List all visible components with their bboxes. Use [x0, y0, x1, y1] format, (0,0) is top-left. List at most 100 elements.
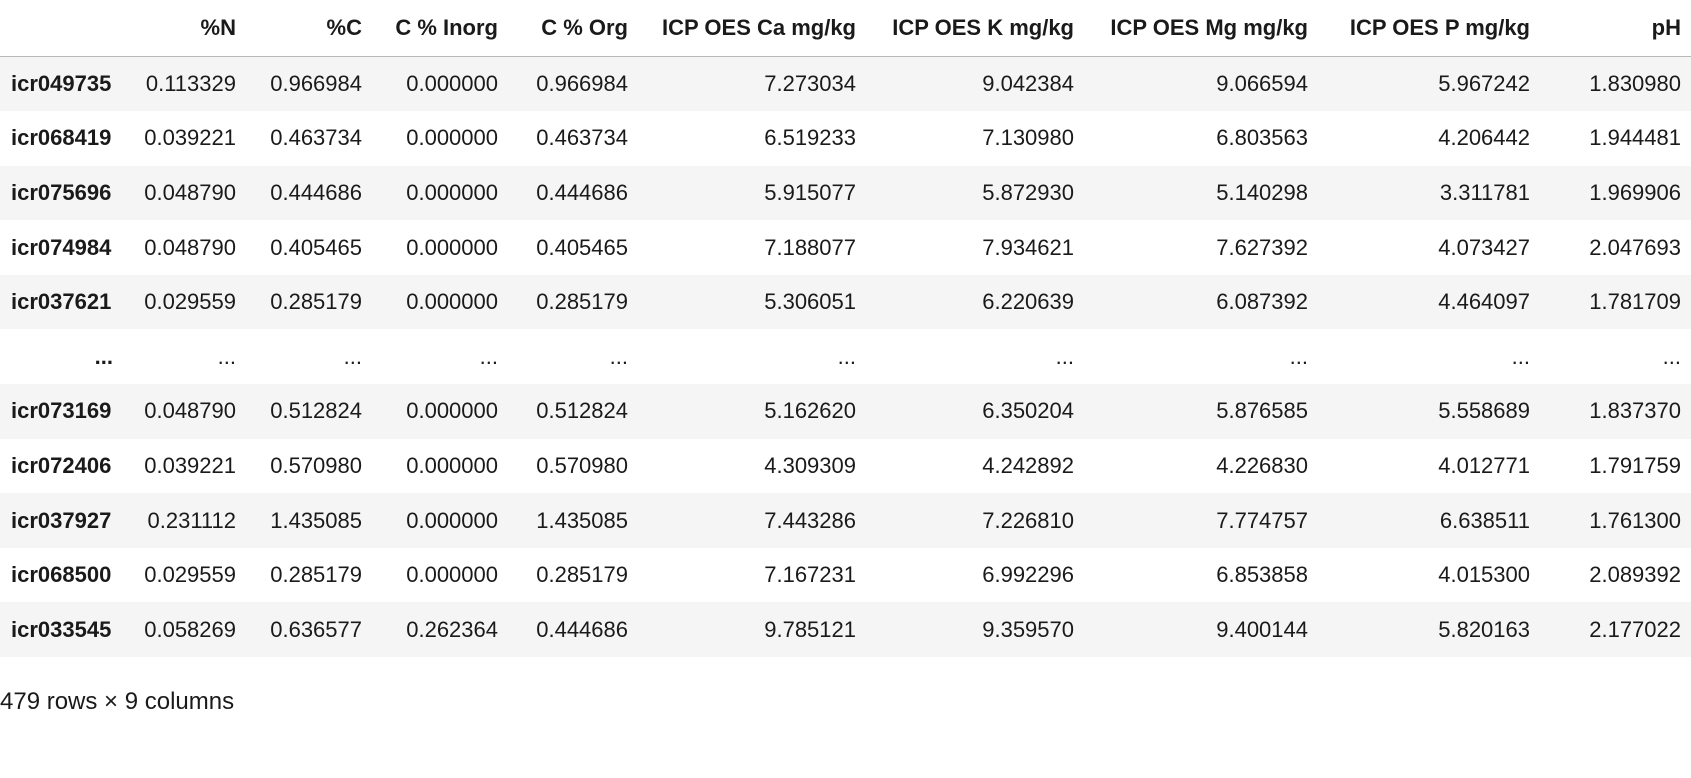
table-cell: 5.820163 — [1438, 616, 1530, 642]
header-c: %C — [246, 0, 372, 57]
table-cell: 5.140298 — [1216, 179, 1308, 205]
table-cell: 6.803563 — [1216, 125, 1308, 151]
table-cell: 5.872930 — [982, 179, 1074, 205]
table-cell: 5.162620 — [764, 398, 856, 424]
table-cell: 4.012771 — [1438, 452, 1530, 478]
table-cell: 0.285179 — [536, 289, 628, 315]
table-row: icr049735 0.113329 0.966984 0.000000 0.96698… — [0, 56, 1691, 112]
table-cell: 0.405465 — [536, 234, 628, 260]
table-cell: ... — [1289, 343, 1308, 369]
header-row: %N %C C % Inorg C % Org ICP OES Ca mg/kg… — [0, 0, 1691, 57]
table-cell: 6.220639 — [982, 289, 1074, 315]
table-cell: 1.944481 — [1589, 125, 1681, 151]
table-cell: ... — [609, 343, 628, 369]
table-cell: 0.039221 — [144, 125, 236, 151]
table-cell: 0.285179 — [270, 562, 362, 588]
table-cell: 0.000000 — [406, 234, 498, 260]
table-cell: 7.627392 — [1216, 234, 1308, 260]
header-index — [0, 0, 126, 57]
table-cell: 4.015300 — [1438, 562, 1530, 588]
table-cell: 0.636577 — [270, 616, 362, 642]
table-cell: 1.781709 — [1589, 289, 1681, 315]
table-body: icr049735 0.113329 0.966984 0.000000 0.96698… — [0, 56, 1691, 658]
table-cell: 1.969906 — [1589, 179, 1681, 205]
table-cell: 4.206442 — [1438, 125, 1530, 151]
table-cell: 4.226830 — [1216, 452, 1308, 478]
table-cell: 5.915077 — [764, 179, 856, 205]
table-row: icr068419 0.039221 0.463734 0.000000 0.46373… — [0, 111, 1691, 166]
table-cell: 9.400144 — [1216, 616, 1308, 642]
table-cell: 4.309309 — [764, 452, 856, 478]
row-index-label: icr037927 — [11, 507, 112, 533]
table-cell: 0.048790 — [144, 398, 236, 424]
table-cell: 0.570980 — [270, 452, 362, 478]
table-cell: 0.262364 — [406, 616, 498, 642]
table-cell: ... — [1511, 343, 1530, 369]
table-cell: 0.463734 — [536, 125, 628, 151]
table-cell: 7.226810 — [982, 507, 1074, 533]
table-cell: 0.039221 — [144, 452, 236, 478]
table-cell: 0.444686 — [536, 616, 628, 642]
table-cell: 1.791759 — [1589, 452, 1681, 478]
table-cell: 0.000000 — [406, 289, 498, 315]
table-cell: 7.167231 — [764, 562, 856, 588]
table-cell: ... — [479, 343, 498, 369]
table-cell: 0.966984 — [536, 71, 628, 97]
table-cell: 0.058269 — [144, 616, 236, 642]
table-row: icr074984 0.048790 0.405465 0.000000 0.40546… — [0, 220, 1691, 275]
table-cell: 0.231112 — [147, 507, 237, 533]
table-cell: 2.089392 — [1589, 562, 1681, 588]
table-cell: 7.443286 — [764, 507, 856, 533]
table-cell: 1.435085 — [536, 507, 628, 533]
row-index-label: icr074984 — [11, 234, 112, 260]
table-cell: 9.066594 — [1216, 71, 1308, 97]
table-cell: 0.285179 — [270, 289, 362, 315]
table-row: icr068500 0.029559 0.285179 0.000000 0.28517… — [0, 547, 1691, 603]
table-cell: 0.113329 — [145, 71, 236, 97]
table-cell: 0.048790 — [144, 179, 236, 205]
table-cell: 6.519233 — [764, 125, 856, 151]
header-c-org: C % Org — [508, 0, 638, 57]
table-cell: 6.087392 — [1216, 289, 1308, 315]
table-cell: 4.464097 — [1438, 289, 1530, 315]
table-cell: 6.992296 — [982, 562, 1074, 588]
table-cell: 5.306051 — [764, 289, 856, 315]
table-cell: 6.350204 — [982, 398, 1074, 424]
table-cell: ... — [343, 343, 362, 369]
table-cell: 7.130980 — [982, 125, 1074, 151]
table-row: icr037621 0.029559 0.285179 0.000000 0.28517… — [0, 274, 1691, 330]
table-row-ellipsis: .............................. — [0, 329, 1691, 385]
row-index-label: icr049735 — [11, 71, 112, 97]
table-cell: 0.000000 — [406, 71, 498, 97]
table-row: icr033545 0.058269 0.636577 0.262364 0.44468… — [0, 602, 1691, 658]
table-row: icr037927 0.231112 1.435085 0.000000 1.43508… — [0, 493, 1691, 548]
table-cell: 0.463734 — [270, 125, 362, 151]
table-cell: 0.512824 — [270, 398, 362, 424]
table-cell: 4.242892 — [982, 452, 1074, 478]
table-cell: 0.000000 — [406, 398, 498, 424]
table-cell: 9.785121 — [764, 616, 856, 642]
row-index-label: icr068419 — [11, 125, 112, 151]
table-cell: 7.273034 — [764, 71, 856, 97]
table-cell: ... — [217, 343, 236, 369]
table-cell: 0.000000 — [406, 507, 498, 533]
table-cell: 2.177022 — [1589, 616, 1681, 642]
table-cell: 0.444686 — [270, 179, 362, 205]
table-cell: 0.285179 — [536, 562, 628, 588]
table-cell: 5.967242 — [1438, 71, 1530, 97]
header-k: ICP OES K mg/kg — [866, 0, 1084, 57]
dataframe-table: %N %C C % Inorg C % Org ICP OES Ca mg/kg… — [0, 0, 1691, 658]
table-cell: 0.029559 — [144, 562, 236, 588]
table-cell: 5.558689 — [1438, 398, 1530, 424]
table-cell: 0.570980 — [536, 452, 628, 478]
table-cell: 5.876585 — [1216, 398, 1308, 424]
table-cell: 0.029559 — [144, 289, 236, 315]
row-index-label: icr068500 — [11, 562, 112, 588]
table-cell: 6.853858 — [1216, 562, 1308, 588]
table-cell: ... — [1055, 343, 1074, 369]
row-index-label: icr073169 — [11, 398, 112, 424]
header-p: ICP OES P mg/kg — [1318, 0, 1540, 57]
table-cell: 0.444686 — [536, 179, 628, 205]
table-cell: 0.000000 — [406, 562, 498, 588]
header-mg: ICP OES Mg mg/kg — [1084, 0, 1318, 57]
